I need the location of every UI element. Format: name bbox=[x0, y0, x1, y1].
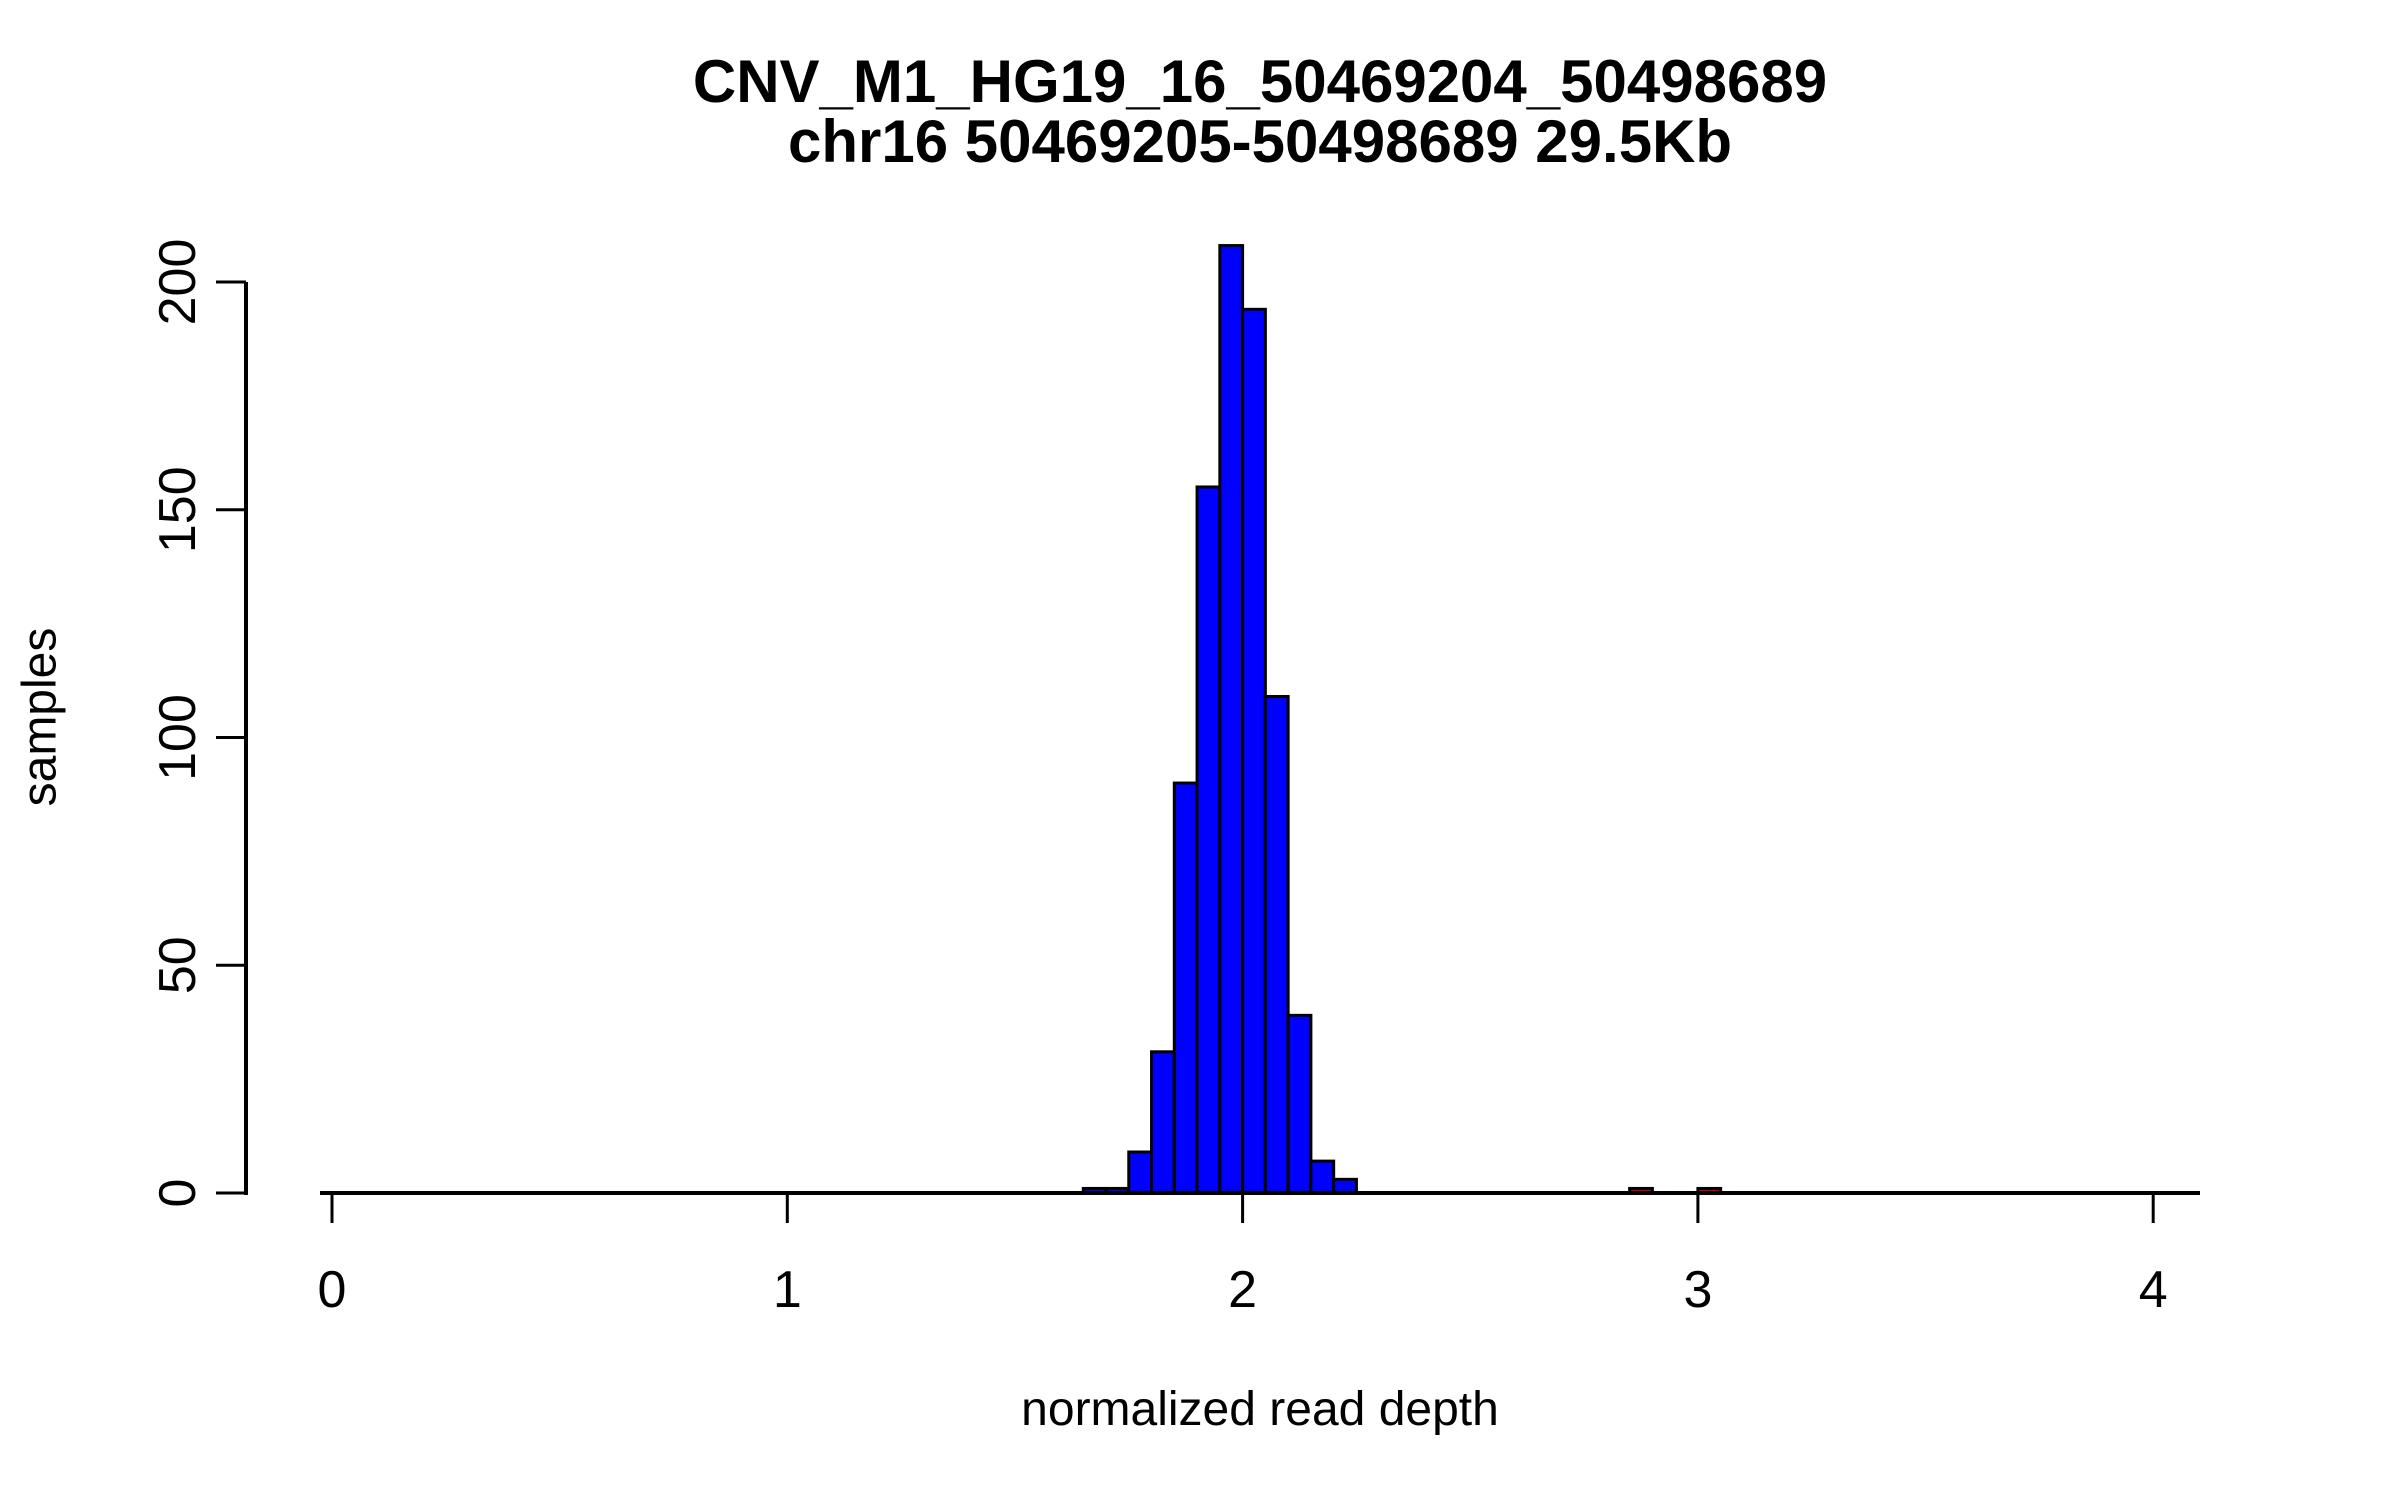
y-tick-label: 50 bbox=[149, 936, 207, 994]
histogram-bar bbox=[1241, 307, 1267, 1195]
y-tick-label: 200 bbox=[149, 239, 207, 326]
x-tick-label: 2 bbox=[1228, 1261, 1257, 1319]
chart-title-line1: CNV_M1_HG19_16_50469204_50498689 bbox=[692, 48, 1828, 115]
x-tick-label: 3 bbox=[1683, 1261, 1712, 1319]
histogram-bar bbox=[1127, 1150, 1154, 1195]
chart-title: CNV_M1_HG19_16_50469204_50498689 chr16 5… bbox=[320, 52, 2200, 172]
histogram-bar bbox=[1172, 781, 1199, 1195]
histogram-bar bbox=[1195, 485, 1222, 1195]
histogram-bar bbox=[1286, 1013, 1313, 1195]
histogram-bar bbox=[1263, 695, 1290, 1195]
y-tick-label: 0 bbox=[149, 1179, 207, 1208]
y-tick-label: 100 bbox=[149, 694, 207, 781]
histogram-bar bbox=[1218, 244, 1245, 1195]
y-axis-label: samples bbox=[13, 627, 67, 807]
x-tick-label: 1 bbox=[773, 1261, 802, 1319]
histogram-bar bbox=[1332, 1177, 1358, 1195]
chart-title-line2: chr16 50469205-50498689 29.5Kb bbox=[787, 108, 1733, 175]
x-tick-label: 4 bbox=[2139, 1261, 2168, 1319]
histogram-bar bbox=[1309, 1159, 1336, 1195]
y-tick-label: 150 bbox=[149, 466, 207, 553]
x-tick-label: 0 bbox=[318, 1261, 347, 1319]
x-axis-label: normalized read depth bbox=[1021, 1383, 1499, 1436]
histogram-bar bbox=[1150, 1050, 1176, 1195]
